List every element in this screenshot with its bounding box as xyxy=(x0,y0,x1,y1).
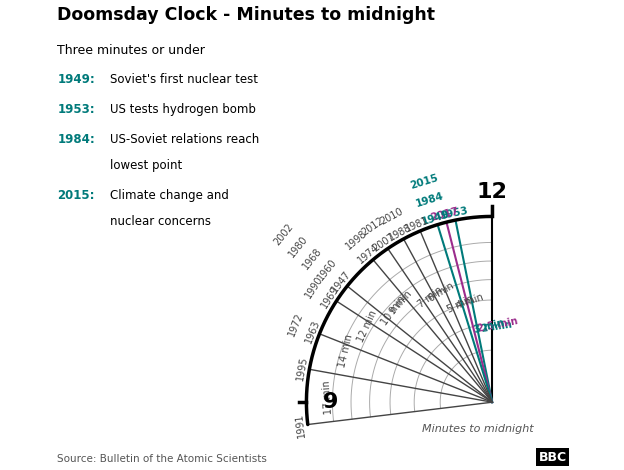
Text: Soviet's first nuclear test: Soviet's first nuclear test xyxy=(109,73,258,86)
Text: Minutes to midnight: Minutes to midnight xyxy=(422,424,533,434)
Text: 12 min: 12 min xyxy=(356,309,379,345)
Text: 2015:: 2015: xyxy=(57,188,95,202)
Text: 17 min: 17 min xyxy=(322,379,334,414)
Text: nuclear concerns: nuclear concerns xyxy=(109,215,210,227)
Text: 14 min: 14 min xyxy=(337,333,354,368)
Text: 1960: 1960 xyxy=(315,257,338,282)
Text: 1984:: 1984: xyxy=(57,133,95,146)
Text: 1969: 1969 xyxy=(319,284,341,310)
Text: 2007: 2007 xyxy=(371,231,397,253)
Text: 10 min: 10 min xyxy=(380,293,407,327)
Text: 1988: 1988 xyxy=(387,222,413,243)
Text: 4 min: 4 min xyxy=(456,292,485,311)
Text: lowest point: lowest point xyxy=(109,159,182,172)
Text: 1963: 1963 xyxy=(303,318,322,345)
Text: Climate change and: Climate change and xyxy=(109,188,228,202)
Text: 1972: 1972 xyxy=(286,311,305,337)
Text: 2010: 2010 xyxy=(378,206,404,227)
Text: 1974: 1974 xyxy=(356,242,381,266)
Text: 12: 12 xyxy=(477,182,508,202)
Text: BBC: BBC xyxy=(539,451,567,463)
Text: 1953: 1953 xyxy=(439,205,469,220)
Text: 3 min: 3 min xyxy=(473,318,505,335)
Text: 1991: 1991 xyxy=(294,413,307,438)
Text: 1953:: 1953: xyxy=(57,103,95,116)
Text: 9: 9 xyxy=(323,392,338,412)
Text: 1949: 1949 xyxy=(420,209,451,227)
Text: Doomsday Clock - Minutes to midnight: Doomsday Clock - Minutes to midnight xyxy=(57,7,436,24)
Text: 1947: 1947 xyxy=(330,269,353,294)
Text: 1981: 1981 xyxy=(404,215,431,234)
Text: 7 min: 7 min xyxy=(416,285,445,310)
Text: Source: Bulletin of the Atomic Scientists: Source: Bulletin of the Atomic Scientist… xyxy=(57,454,267,463)
Text: US tests hydrogen bomb: US tests hydrogen bomb xyxy=(109,103,255,116)
Text: 2017: 2017 xyxy=(429,206,460,223)
Text: 6 min: 6 min xyxy=(427,281,456,303)
Text: 1980: 1980 xyxy=(286,234,310,259)
Text: 2015: 2015 xyxy=(409,173,440,191)
Text: US-Soviet relations reach: US-Soviet relations reach xyxy=(109,133,259,146)
Text: 2012: 2012 xyxy=(360,216,386,238)
Text: 1998: 1998 xyxy=(344,228,369,251)
Text: 1990: 1990 xyxy=(304,274,326,300)
Text: 2.5 min: 2.5 min xyxy=(477,316,519,334)
Text: Three minutes or under: Three minutes or under xyxy=(57,44,205,57)
Text: 2 min: 2 min xyxy=(480,319,512,334)
Text: 1968: 1968 xyxy=(301,245,324,271)
Text: 1984: 1984 xyxy=(414,191,446,209)
Text: 5 min: 5 min xyxy=(446,294,475,314)
Text: 1995: 1995 xyxy=(295,355,309,381)
Text: 1949:: 1949: xyxy=(57,73,95,86)
Text: 9 min: 9 min xyxy=(388,290,414,317)
Text: 2002: 2002 xyxy=(272,222,295,248)
